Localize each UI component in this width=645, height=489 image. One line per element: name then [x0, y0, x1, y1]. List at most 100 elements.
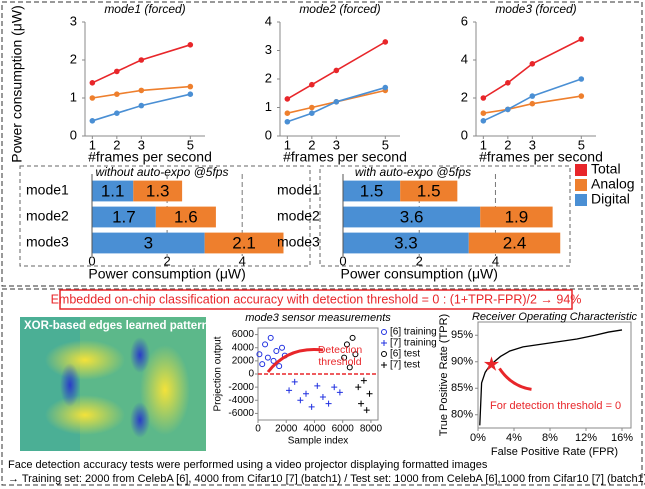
- bar: [480, 206, 553, 228]
- x-tick-label: 2000: [275, 424, 298, 435]
- point: [314, 382, 321, 389]
- point: [366, 390, 373, 397]
- plot-frame: [477, 321, 632, 429]
- legend-label: [7] test: [390, 360, 420, 371]
- y-tick-label: 4000: [232, 342, 255, 353]
- point: [297, 397, 304, 404]
- point: [333, 67, 340, 74]
- bar: [92, 232, 205, 254]
- point: [89, 80, 96, 86]
- point: [291, 378, 298, 385]
- point: [262, 341, 269, 348]
- x-tick-label: 4: [492, 253, 499, 268]
- y-tick-label: -6000: [228, 408, 254, 419]
- point: [480, 95, 487, 101]
- legend-label: Total: [591, 161, 621, 177]
- point: [529, 100, 536, 107]
- category-label: mode1: [26, 182, 69, 198]
- y-tick-label: 80%: [451, 409, 473, 421]
- x-tick-label: 3: [138, 137, 145, 152]
- x-axis-label: Power consumption (μW): [340, 266, 497, 282]
- x-axis-label: #frames per second: [479, 149, 603, 165]
- x-tick-label: 0%: [470, 432, 486, 444]
- point: [341, 354, 348, 361]
- x-tick-label: 6000: [332, 424, 355, 435]
- legend-label: [6] training: [390, 327, 437, 338]
- point: [529, 93, 536, 99]
- point: [578, 36, 585, 42]
- point: [187, 83, 194, 90]
- y-axis-label: True Positive Rate (TPR): [438, 314, 450, 436]
- point: [336, 389, 343, 396]
- category-label: mode3: [277, 234, 320, 250]
- x-tick-label: 16%: [611, 432, 633, 444]
- legend-marker: [381, 351, 387, 357]
- y-tick-label: 2: [461, 89, 468, 104]
- point: [89, 95, 96, 101]
- line: [483, 78, 582, 122]
- heatmap-blob: [130, 402, 150, 438]
- point: [480, 110, 487, 116]
- legend-label: [7] training: [390, 338, 437, 349]
- point: [256, 351, 263, 358]
- x-axis-label: False Positive Rate (FPR): [491, 446, 618, 458]
- point: [259, 361, 266, 368]
- bar: [133, 180, 183, 202]
- bar: [343, 180, 401, 202]
- legend-swatch: [575, 179, 587, 191]
- highlight-point: [483, 356, 500, 371]
- annotation-arrow: [266, 347, 324, 373]
- legend-marker: [381, 329, 387, 335]
- top-panel-border: [1, 1, 643, 287]
- chart-title: mode2 (forced): [299, 2, 380, 16]
- line: [287, 86, 386, 123]
- bar: [155, 206, 216, 228]
- y-tick-label: 4: [461, 51, 468, 66]
- x-tick-label: 0: [255, 424, 261, 435]
- x-tick-label: 2: [308, 137, 315, 152]
- heatmap-blob: [45, 340, 125, 380]
- x-tick-label: 12%: [575, 432, 597, 444]
- point: [382, 39, 389, 45]
- point: [363, 407, 370, 414]
- line: [479, 329, 623, 426]
- x-tick-label: 4: [239, 253, 246, 268]
- y-axis-label: Projection output: [213, 336, 224, 411]
- line: [92, 93, 191, 122]
- heatmap-blob: [130, 337, 150, 373]
- bar-label: 2.1: [232, 233, 256, 252]
- annotation-arrow: [498, 367, 532, 391]
- x-axis-label: #frames per second: [283, 149, 407, 165]
- category-label: mode3: [26, 234, 69, 250]
- point: [319, 394, 326, 400]
- y-tick-label: 90%: [451, 356, 473, 368]
- footer-line: → Training set: 2000 from CelebA [6], 40…: [8, 473, 645, 485]
- heatmap-blob: [45, 395, 125, 435]
- y-tick-label: 4: [265, 13, 272, 28]
- bar-label: 1.9: [505, 207, 529, 226]
- line: [287, 89, 386, 114]
- bar-label: 3.6: [400, 207, 424, 226]
- point: [360, 377, 367, 384]
- bar-label: 3: [144, 233, 153, 252]
- banner-box: [59, 289, 573, 310]
- y-tick-label: 2: [70, 51, 77, 66]
- x-tick-label: 1: [480, 137, 487, 152]
- y-tick-label: 6000: [232, 329, 255, 340]
- point: [346, 364, 353, 371]
- bar-label: 1.1: [101, 181, 125, 200]
- x-tick-label: 3: [333, 137, 340, 152]
- chart-title: with auto-expo @5fps: [355, 165, 471, 179]
- x-tick-label: 4000: [303, 424, 326, 435]
- bar: [400, 180, 458, 202]
- point: [331, 384, 338, 391]
- bottom-panel-border: [1, 288, 643, 486]
- chart-title: without auto-expo @5fps: [96, 165, 229, 179]
- annotation: For detection threshold = 0: [490, 400, 621, 412]
- point: [480, 118, 487, 124]
- bar-label: 1.6: [174, 207, 198, 226]
- point: [267, 334, 274, 341]
- point: [114, 68, 120, 75]
- point: [187, 91, 194, 97]
